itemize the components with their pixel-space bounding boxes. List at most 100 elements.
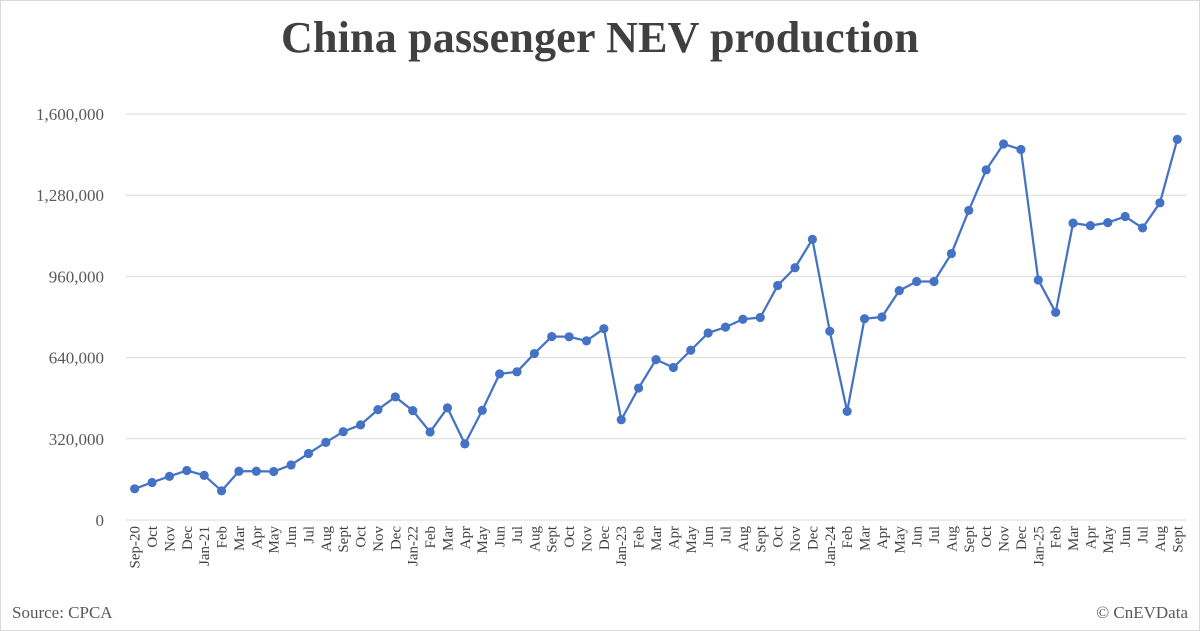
data-point	[1120, 211, 1130, 222]
data-point	[477, 405, 487, 415]
x-tick-label: May	[892, 526, 908, 554]
gridlines	[126, 113, 1186, 521]
x-tick-label: Nov	[371, 526, 387, 552]
data-point	[164, 471, 175, 481]
x-tick-label: Oct	[145, 525, 161, 547]
data-point	[964, 205, 974, 216]
data-point	[355, 420, 366, 430]
data-point	[581, 336, 592, 346]
data-point	[390, 392, 400, 402]
x-tick-label: Apr	[249, 526, 265, 549]
data-point	[425, 427, 435, 437]
data-point	[755, 312, 765, 323]
data-point	[1016, 144, 1026, 155]
data-point	[825, 326, 835, 336]
series-line	[134, 139, 1179, 492]
x-tick-label: Feb	[423, 526, 439, 549]
y-tick-label: 640,000	[49, 349, 104, 368]
x-tick-label: Jan-24	[823, 526, 839, 566]
data-point	[216, 486, 227, 496]
source-note: Source: CPCA	[12, 603, 113, 622]
series-line	[134, 139, 1179, 492]
x-tick-label: Jul	[510, 526, 526, 544]
data-point	[251, 466, 261, 476]
data-point	[338, 427, 348, 437]
data-point	[859, 314, 870, 324]
data-point	[1155, 198, 1165, 208]
x-tick-label: Nov	[579, 526, 595, 552]
data-point	[1172, 134, 1182, 144]
data-point	[286, 460, 296, 470]
x-tick-label: Jun	[284, 526, 300, 547]
data-point	[1085, 221, 1096, 231]
x-tick-label: Dec	[388, 526, 404, 550]
data-point	[807, 234, 817, 244]
x-tick-label: Mar	[440, 526, 456, 551]
x-tick-label: Nov	[788, 526, 804, 552]
x-tick-label: Aug	[319, 526, 335, 552]
x-tick-label: Jan-23	[614, 526, 630, 566]
data-point	[1068, 218, 1078, 228]
y-tick-label: 960,000	[49, 267, 104, 286]
data-point	[599, 324, 609, 334]
x-tick-label: Feb	[1049, 526, 1065, 549]
data-point	[738, 314, 748, 324]
data-point	[460, 439, 470, 449]
x-tick-label: May	[1101, 526, 1117, 554]
x-tick-label: Dec	[180, 526, 196, 550]
data-point	[981, 165, 991, 175]
x-tick-label: Jan-25	[1031, 526, 1047, 566]
data-point	[616, 415, 626, 425]
data-point	[373, 405, 383, 415]
y-tick-label: 320,000	[49, 430, 104, 449]
x-tick-label: Sept	[753, 525, 769, 553]
data-point	[1033, 275, 1043, 285]
data-point	[1103, 218, 1113, 228]
x-tick-label: Sept	[545, 525, 561, 553]
data-point	[790, 263, 800, 273]
y-tick-label: 1,600,000	[36, 105, 104, 124]
x-tick-label: Jun	[493, 526, 509, 547]
data-point	[946, 248, 957, 259]
data-point	[408, 406, 418, 416]
x-tick-label: Jul	[1136, 526, 1152, 544]
x-tick-label: Oct	[562, 525, 578, 547]
x-tick-label: Jul	[719, 526, 735, 544]
data-point	[894, 286, 904, 296]
data-point	[512, 367, 522, 377]
x-tick-label: Jul	[927, 526, 943, 544]
x-tick-label: Mar	[649, 526, 665, 551]
data-point	[1137, 223, 1148, 233]
x-tick-label: Apr	[1083, 526, 1099, 549]
x-tick-label: Nov	[997, 526, 1013, 552]
data-point	[720, 322, 731, 332]
x-tick-label: May	[267, 526, 283, 554]
y-tick-label: 1,280,000	[36, 186, 104, 205]
data-point	[199, 470, 209, 480]
data-point	[773, 280, 783, 291]
x-tick-label: Apr	[458, 526, 474, 549]
data-point	[234, 466, 244, 476]
x-tick-label: Jul	[301, 526, 317, 544]
x-tick-label: Dec	[1014, 526, 1030, 550]
x-tick-label: Mar	[858, 526, 874, 551]
x-tick-label: Aug	[944, 526, 960, 552]
data-point	[842, 406, 852, 416]
x-tick-label: Aug	[736, 526, 752, 552]
x-tick-label: Oct	[771, 525, 787, 547]
data-point	[686, 345, 696, 355]
x-tick-label: Aug	[1153, 526, 1169, 552]
data-point	[912, 276, 922, 287]
x-tick-label: Sep-20	[128, 526, 144, 569]
x-tick-label: May	[684, 526, 700, 554]
data-point	[877, 312, 887, 322]
credit-note: © CnEVData	[1096, 603, 1188, 622]
x-tick-label: Oct	[354, 525, 370, 547]
x-tick-label: Dec	[805, 526, 821, 550]
y-tick-label: 0	[96, 511, 105, 530]
x-tick-label: Oct	[979, 525, 995, 547]
data-point	[564, 332, 574, 342]
x-tick-label: Feb	[840, 526, 856, 549]
